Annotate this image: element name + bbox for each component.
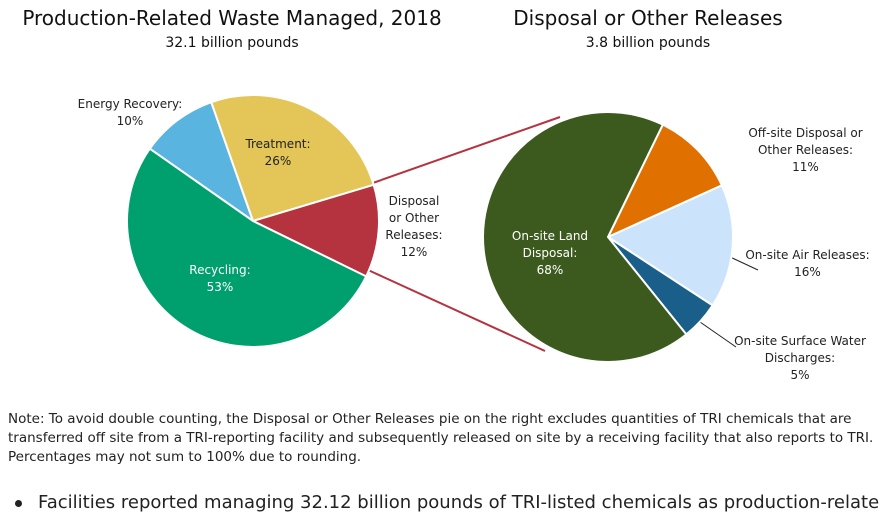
leader-line <box>699 321 737 348</box>
slice-category: Treatment: <box>245 137 311 151</box>
slice-value: 12% <box>400 245 428 259</box>
slice-value: 10% <box>116 114 144 128</box>
slice-label: Recycling: 53% <box>160 262 280 296</box>
connector <box>369 116 561 185</box>
slice-category: On-site Air Releases: <box>745 248 870 262</box>
slice-value: 11% <box>792 160 819 174</box>
slice-value: 53% <box>206 280 234 294</box>
slice-label: Energy Recovery: 10% <box>75 96 185 130</box>
slice-label: On-site Surface Water Discharges: 5% <box>730 333 870 384</box>
chart <box>126 94 759 363</box>
slice-label: On-site Land Disposal: 68% <box>495 228 605 279</box>
chart-subtitle: 32.1 billion pounds <box>165 35 299 51</box>
slice-label: On-site Air Releases: 16% <box>745 247 870 281</box>
chart-title: Production-Related Waste Managed, 2018 <box>22 6 442 30</box>
note: Note: To avoid double counting, the Disp… <box>8 411 874 465</box>
chart-title: Disposal or Other Releases <box>513 6 783 30</box>
slice-label: Treatment: 26% <box>233 136 323 170</box>
slice-value: 68% <box>536 263 564 277</box>
slice-category: Disposal or Other Releases: <box>385 194 443 242</box>
slice-value: 5% <box>790 368 810 382</box>
pie-slice <box>209 94 375 223</box>
bullet-dot <box>15 500 22 507</box>
pie-slice <box>605 123 724 240</box>
slice-category: Off-site Disposal or Other Releases: <box>748 126 863 157</box>
slice-label: Off-site Disposal or Other Releases: 11% <box>733 125 878 176</box>
slice-category: Recycling: <box>189 263 251 277</box>
pie-slice <box>250 183 380 278</box>
connector <box>367 269 546 352</box>
slice-value: 16% <box>794 265 821 279</box>
slice-category: On-site Land Disposal: <box>511 229 589 260</box>
pie-slice <box>148 100 255 224</box>
chart-subtitle: 3.8 billion pounds <box>585 35 711 51</box>
pie-slice <box>605 184 734 307</box>
slice-category: Energy Recovery: <box>77 97 183 111</box>
pie-slice <box>482 111 688 363</box>
pie-slice <box>126 147 368 348</box>
leader-line <box>727 255 759 271</box>
slice-value: 26% <box>264 154 292 168</box>
bullet-text: Facilities reported managing 32.12 billi… <box>38 492 880 513</box>
slice-category: On-site Surface Water Discharges: <box>734 334 866 365</box>
slice-label: Disposal or Other Releases: 12% <box>383 193 445 261</box>
